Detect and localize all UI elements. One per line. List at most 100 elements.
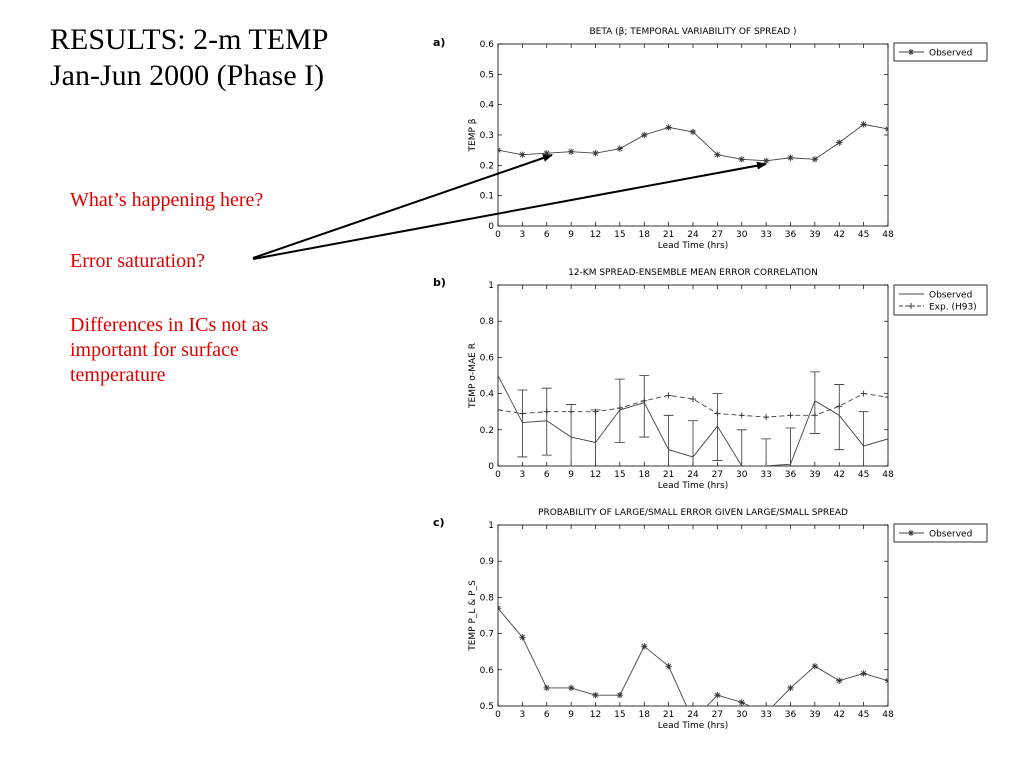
series-line <box>498 607 888 706</box>
legend-label: Observed <box>929 49 972 59</box>
x-tick-label: 18 <box>639 470 651 480</box>
y-tick-label: 0.3 <box>480 131 494 141</box>
data-point <box>690 396 696 403</box>
y-tick-label: 0.2 <box>480 161 494 171</box>
data-point <box>811 412 818 419</box>
x-tick-label: 36 <box>785 470 797 480</box>
data-point <box>689 128 697 136</box>
x-tick-label: 12 <box>590 230 601 240</box>
error-bar <box>639 375 650 438</box>
x-tick-label: 15 <box>614 230 625 240</box>
data-point <box>787 684 794 692</box>
x-tick-label: 3 <box>520 710 526 720</box>
chart-title: PROBABILITY OF LARGE/SMALL ERROR GIVEN L… <box>538 508 848 518</box>
data-point <box>616 145 624 152</box>
x-tick-label: 39 <box>809 710 821 720</box>
data-point <box>519 151 526 158</box>
legend-box <box>893 42 988 62</box>
slide-title-line1: RESULTS: 2-m TEMP <box>50 23 329 56</box>
panel-label: a) <box>433 36 445 49</box>
error-bar <box>541 387 552 456</box>
error-bar <box>688 420 698 466</box>
x-tick-label: 18 <box>639 230 651 240</box>
data-layer-2 <box>498 605 888 706</box>
x-tick-label: 30 <box>736 470 748 480</box>
data-layer-1 <box>498 371 888 466</box>
annotation-arrow-1 <box>252 154 553 259</box>
x-tick-label: 42 <box>834 470 845 480</box>
error-bar <box>785 427 796 466</box>
x-tick-label: 30 <box>736 230 748 240</box>
x-tick-label: 9 <box>568 710 574 720</box>
data-point <box>543 408 550 415</box>
data-point <box>543 684 550 692</box>
note-saturation: Error saturation? <box>70 250 205 272</box>
data-point <box>543 150 550 157</box>
error-bar <box>736 429 747 466</box>
data-point <box>884 125 888 133</box>
chart-title: BETA (β; TEMPORAL VARIABILITY OF SPREAD … <box>589 27 796 37</box>
data-point <box>885 394 888 401</box>
x-tick-label: 45 <box>858 470 869 480</box>
x-tick-label: 27 <box>712 230 723 240</box>
data-point <box>860 121 867 128</box>
data-point <box>592 691 599 699</box>
x-tick-label: 18 <box>639 710 651 720</box>
data-point <box>787 412 794 419</box>
data-point <box>519 410 526 417</box>
y-tick-label: 0.8 <box>480 593 495 603</box>
data-point <box>592 408 599 415</box>
x-tick-label: 3 <box>520 230 526 240</box>
legend-box <box>893 523 988 543</box>
x-tick-label: 12 <box>590 710 601 720</box>
data-point <box>763 414 770 421</box>
annotation-arrow-2 <box>252 161 767 260</box>
x-tick-label: 42 <box>834 710 845 720</box>
legend-label: Observed <box>929 291 972 301</box>
error-bar <box>712 393 723 461</box>
data-point <box>811 156 819 163</box>
data-point <box>836 403 843 410</box>
y-axis-label: TEMP β <box>468 118 478 152</box>
error-bar <box>663 414 674 466</box>
data-point <box>738 412 745 419</box>
x-tick-label: 30 <box>736 710 748 720</box>
x-axis-label: Lead Time (hrs) <box>658 241 728 251</box>
y-tick-label: 0.5 <box>480 70 494 80</box>
x-tick-label: 33 <box>760 710 771 720</box>
y-tick-label: 0.6 <box>480 40 495 50</box>
plot-frame-2 <box>497 524 889 707</box>
data-point <box>616 691 624 699</box>
data-point <box>498 406 501 413</box>
x-tick-label: 39 <box>809 230 821 240</box>
data-point <box>567 148 575 155</box>
x-tick-label: 6 <box>544 230 550 240</box>
data-point <box>860 670 867 677</box>
y-axis-label: TEMP P_L & P_S <box>468 580 478 652</box>
slide-title: RESULTS: 2-m TEMP Jan-Jun 2000 (Phase I) <box>50 22 328 94</box>
data-point <box>519 634 526 641</box>
x-tick-label: 27 <box>712 710 723 720</box>
y-tick-label: 0.9 <box>480 557 495 567</box>
data-point <box>498 146 502 154</box>
error-bar <box>809 371 820 434</box>
data-point <box>665 124 672 131</box>
y-tick-label: 0.7 <box>480 630 494 640</box>
x-tick-label: 3 <box>520 470 526 480</box>
legend-marker <box>908 303 914 309</box>
error-bar <box>761 438 772 466</box>
legend-box <box>893 284 988 316</box>
y-axis-label: TEMP σ-MAE R <box>468 343 478 409</box>
panel-label: c) <box>433 516 445 529</box>
x-axis-label: Lead Time (hrs) <box>658 721 728 731</box>
x-tick-label: 36 <box>785 230 797 240</box>
data-point <box>665 392 672 399</box>
x-tick-label: 42 <box>834 230 845 240</box>
x-tick-label: 48 <box>882 230 894 240</box>
data-point <box>811 662 819 670</box>
legend-label: Observed <box>929 530 972 540</box>
x-tick-label: 9 <box>568 470 574 480</box>
data-point <box>836 139 843 146</box>
data-point <box>860 390 867 397</box>
x-tick-label: 15 <box>614 710 625 720</box>
